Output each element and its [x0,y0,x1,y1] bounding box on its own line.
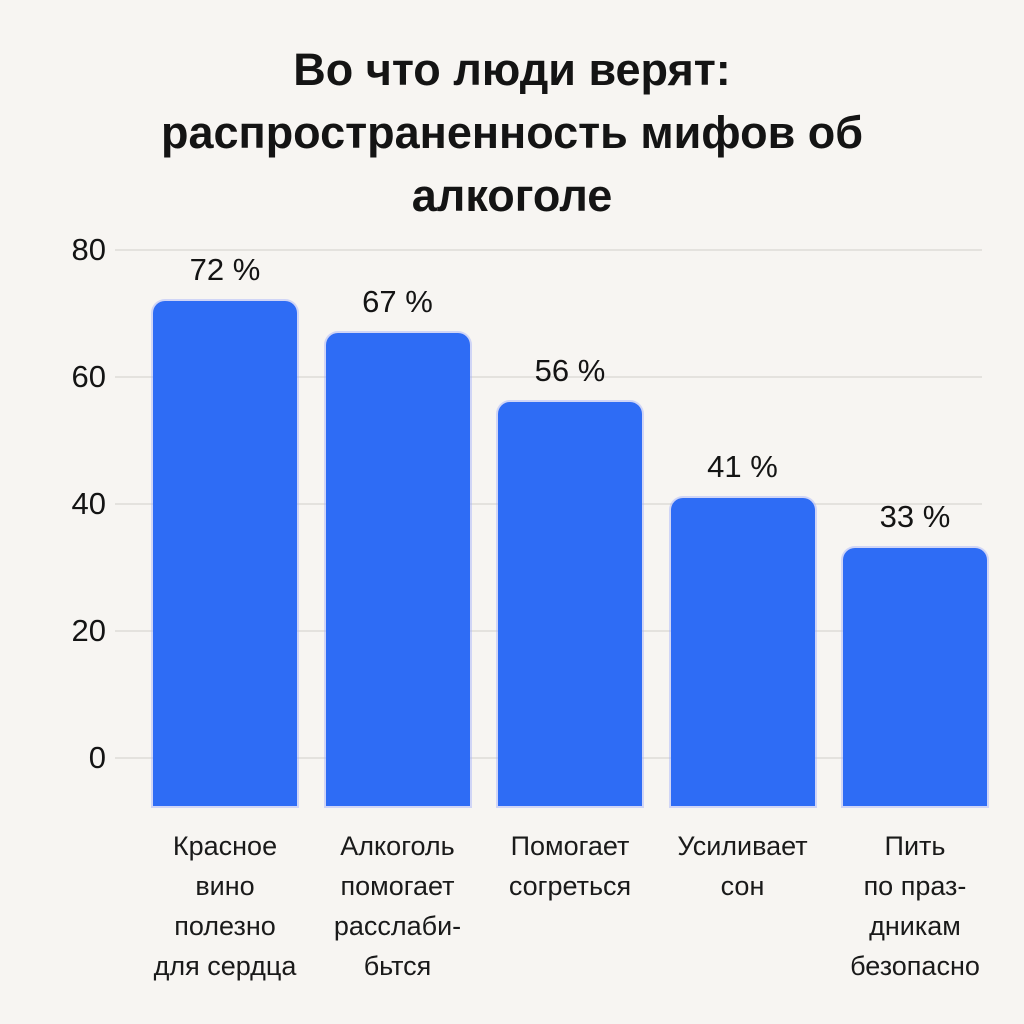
y-axis-tick-label: 60 [71,359,106,394]
category-label: Усиливает сон [638,826,848,906]
category-label: Помогает согреться [465,826,675,906]
gridline-80 [115,249,982,251]
y-axis-tick-label: 40 [71,486,106,521]
chart-title-line-2: распространенность мифов об [160,107,864,158]
category-label: Красное вино полезно для сердца [120,826,330,986]
y-axis-tick-label: 0 [88,740,106,775]
category-label-line: бьтся [363,951,432,981]
bar-value-label: 56 % [534,353,606,389]
gridline-60 [115,376,982,378]
bar-value-label: 67 % [362,283,433,319]
y-axis-tick-label: 80 [71,232,106,267]
category-label-line: Помогает [510,831,630,861]
category-label: Алкоголь помогает расслаби-бьтся [293,826,503,986]
category-label-line: вино [195,871,255,901]
bar-5 [843,548,987,806]
category-label-line: безопасно [850,951,980,981]
bar-2 [325,332,470,806]
chart-title: Во что люди верят: распространенность ми… [0,38,1024,227]
category-label-line: сон [720,871,765,901]
chart-title-line-1: Во что люди верят: [293,44,731,95]
chart-title-line-3: алкоголе [411,170,613,221]
category-label-line: Пить [884,831,946,861]
y-axis-tick-label: 20 [71,613,106,648]
category-label-line: для сердца [153,951,297,981]
bar-4 [670,497,815,806]
bar-3 [498,402,642,806]
category-label-line: Алкоголь [340,831,455,861]
category-label-line: Усиливает [677,831,808,861]
bar-1 [153,300,297,806]
bar-value-label: 72 % [189,251,261,287]
category-label-line: расслаби- [333,911,462,941]
category-label-line: помогает [340,871,455,901]
category-label-line: согреться [508,871,632,901]
category-label-line: по праз- [863,871,967,901]
category-label: Пить по праз-дникам безопасно [810,826,1020,986]
bar-value-label: 33 % [879,499,951,535]
bar-value-label: 41 % [707,448,778,484]
category-label-line: Красное [172,831,278,861]
category-label-line: дникам [869,911,961,941]
category-label-line: полезно [174,911,276,941]
